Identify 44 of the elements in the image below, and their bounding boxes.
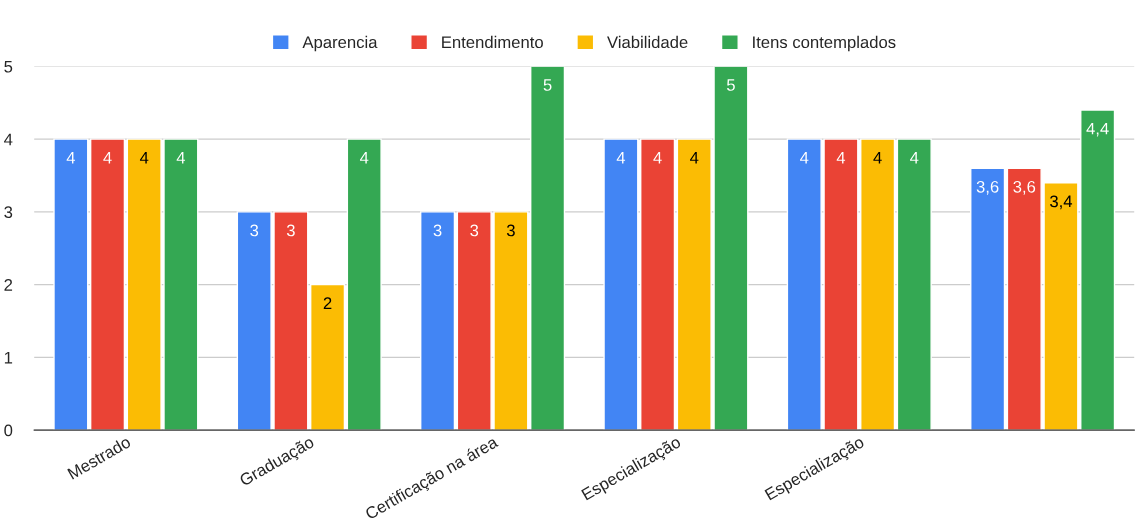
y-tick-label: 3	[4, 206, 13, 219]
data-label: 5	[726, 79, 735, 91]
data-label: 3	[433, 224, 442, 237]
bar	[640, 138, 676, 431]
y-tick-label: 4	[4, 133, 13, 146]
data-label: 2	[323, 297, 332, 309]
data-label: 4	[653, 151, 662, 164]
bar	[530, 66, 566, 431]
y-tick-label: 1	[4, 351, 13, 364]
legend-label: Viabilidade	[607, 35, 688, 49]
bar	[53, 138, 89, 431]
data-label: 3,4	[1050, 195, 1073, 210]
data-label: 4	[616, 151, 626, 164]
data-label: 4	[800, 151, 809, 164]
data-label: 4	[103, 151, 112, 164]
data-label: 4	[690, 151, 699, 164]
bar	[89, 138, 126, 431]
data-label: 4	[873, 151, 882, 164]
bar	[603, 138, 639, 431]
data-label: 3,6	[976, 180, 999, 195]
y-tick-label: 2	[4, 279, 13, 291]
data-label: 3	[250, 224, 259, 237]
data-label: 3	[506, 224, 515, 237]
bar	[970, 167, 1006, 431]
data-label: 3	[286, 224, 295, 237]
data-label: 3	[470, 224, 479, 237]
bar	[309, 283, 346, 431]
bar	[896, 138, 932, 431]
data-label: 4	[139, 151, 149, 164]
data-label: 3,6	[1013, 180, 1036, 195]
y-tick-label: 0	[4, 424, 13, 437]
data-label: 4	[176, 151, 186, 164]
bar	[346, 138, 382, 431]
data-label: 4	[910, 151, 919, 164]
legend-label: Itens contemplados	[753, 35, 896, 52]
legend-label: Aparencia	[302, 35, 378, 52]
legend-label: Entendimento	[442, 35, 543, 49]
y-tick-label: 5	[4, 60, 13, 73]
data-label: 4	[836, 151, 846, 164]
data-label: 4,4	[1086, 122, 1109, 137]
bar	[420, 211, 456, 431]
data-label: 4	[66, 151, 76, 164]
data-label: 5	[543, 79, 552, 91]
data-label: 4	[359, 151, 369, 164]
